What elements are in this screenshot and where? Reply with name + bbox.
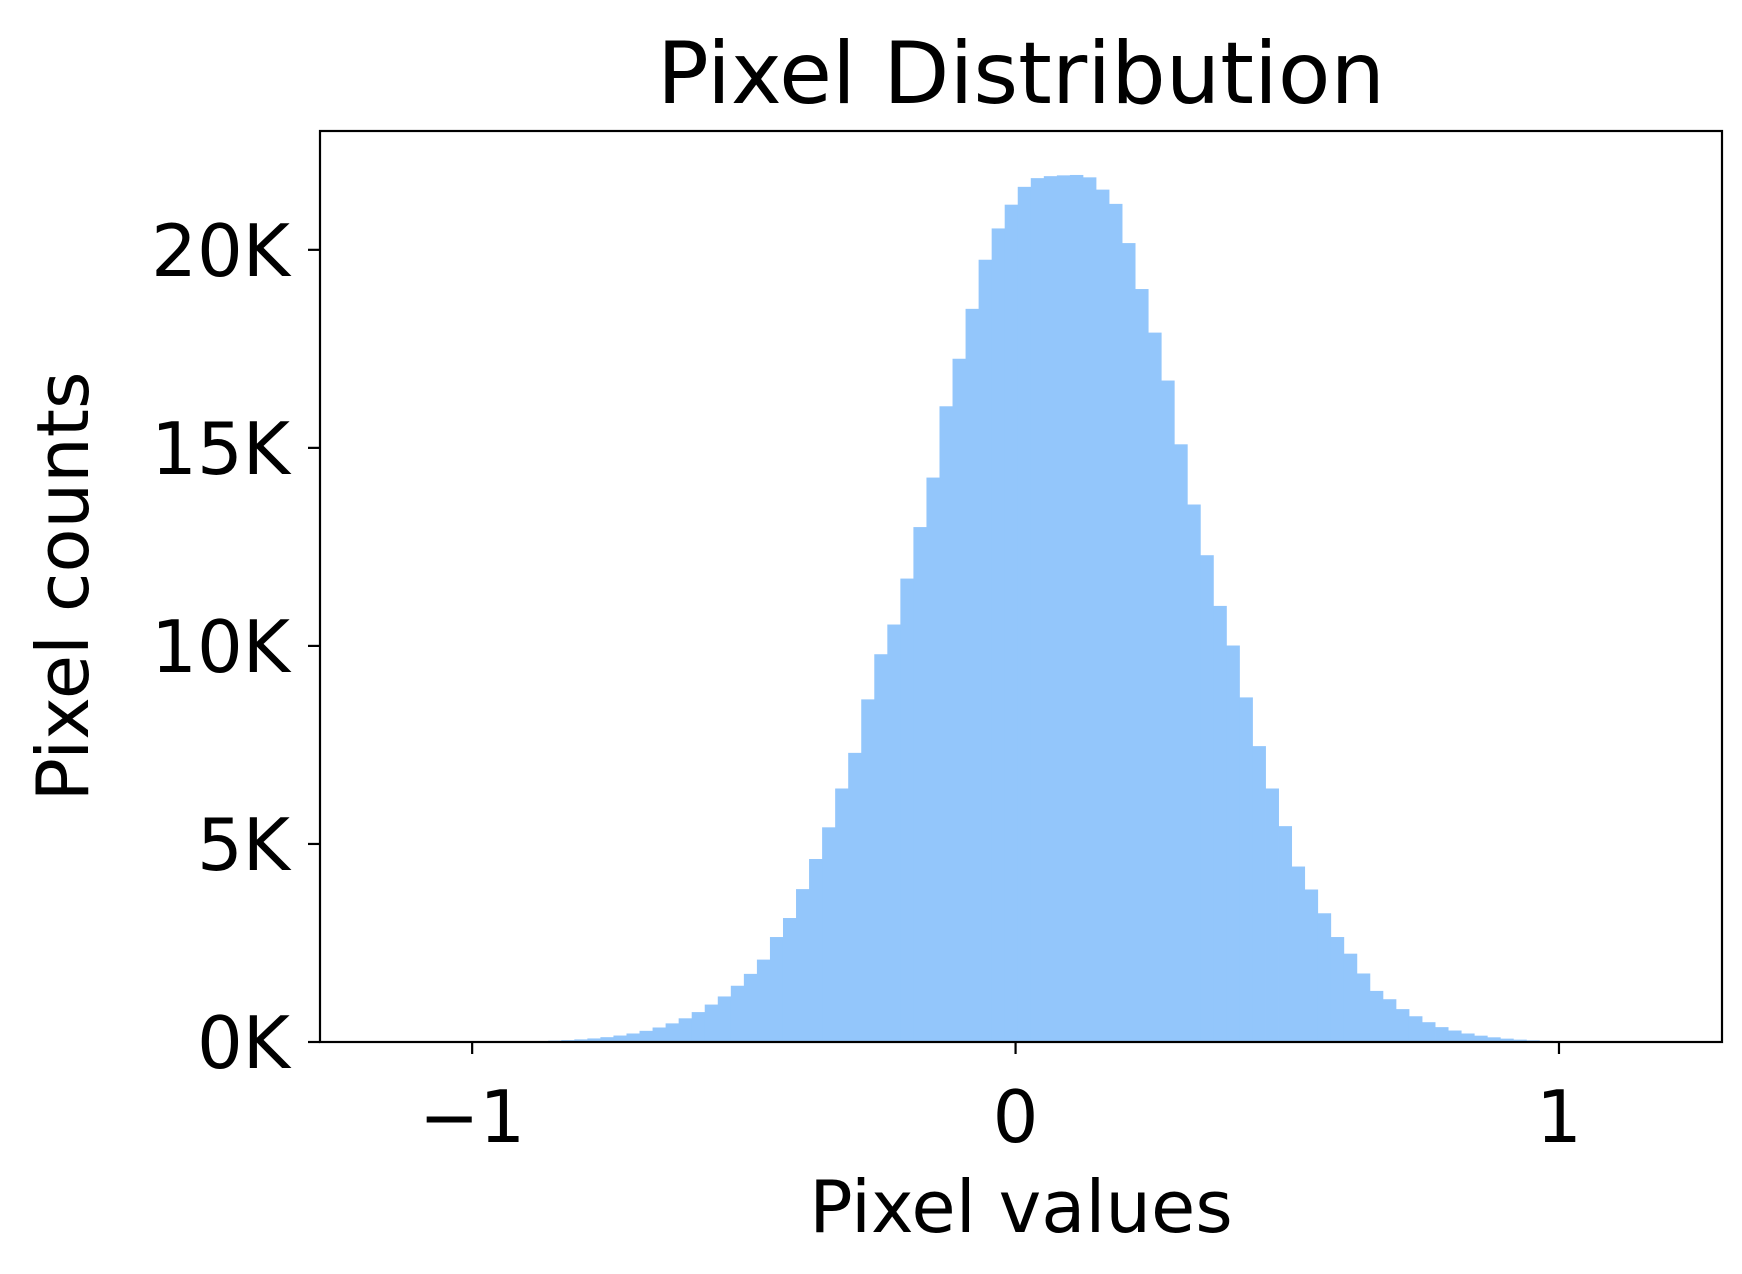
histogram-bar bbox=[1200, 555, 1214, 1042]
histogram-bar bbox=[1187, 504, 1201, 1042]
histogram-bar bbox=[639, 1030, 653, 1042]
histogram-bar bbox=[1252, 746, 1266, 1042]
histogram-bar bbox=[626, 1033, 640, 1042]
histogram-bar bbox=[769, 937, 784, 1042]
histogram-bar bbox=[1422, 1022, 1436, 1042]
histogram-bar bbox=[717, 996, 732, 1042]
histogram-bar bbox=[1004, 204, 1019, 1042]
histogram-bar bbox=[913, 527, 927, 1042]
histogram-bar bbox=[1343, 953, 1358, 1042]
histogram-bar bbox=[952, 358, 966, 1042]
plot-frame bbox=[318, 129, 1724, 1044]
histogram-bar bbox=[1082, 177, 1097, 1043]
histogram-bar bbox=[1500, 1038, 1514, 1042]
histogram-bar bbox=[1435, 1027, 1449, 1042]
histogram-bar bbox=[1291, 866, 1306, 1042]
y-axis-label: Pixel counts bbox=[21, 371, 105, 801]
histogram-bar bbox=[1317, 913, 1332, 1042]
y-axis-ticks: 0K 5K 10K 15K 20K bbox=[151, 209, 320, 1085]
histogram-bar bbox=[1043, 176, 1058, 1042]
histogram-bar bbox=[1395, 1009, 1410, 1042]
y-tick-label: 15K bbox=[151, 407, 292, 491]
histogram-bar bbox=[887, 624, 901, 1042]
histogram-bar bbox=[1304, 889, 1319, 1042]
histogram-bar bbox=[1265, 788, 1279, 1042]
histogram-bar bbox=[1448, 1030, 1462, 1042]
histogram-bar bbox=[1239, 697, 1253, 1042]
histogram-bar bbox=[861, 699, 875, 1042]
y-tick-label: 20K bbox=[151, 209, 292, 293]
histogram-bar bbox=[926, 477, 940, 1043]
histogram-bar bbox=[1356, 973, 1371, 1042]
histogram-bar bbox=[1278, 826, 1293, 1042]
y-tick-label: 0K bbox=[197, 1001, 292, 1085]
histogram-bar bbox=[848, 752, 862, 1042]
x-axis-ticks: −1 0 1 bbox=[419, 1042, 1582, 1159]
histogram-bar bbox=[900, 578, 914, 1042]
histogram-bar bbox=[652, 1027, 667, 1042]
histogram-bar bbox=[1069, 174, 1084, 1043]
histogram-bar bbox=[730, 985, 745, 1042]
histogram-bar bbox=[1474, 1035, 1488, 1042]
histogram-bar bbox=[1122, 243, 1136, 1043]
histogram-bar bbox=[574, 1039, 588, 1042]
histogram-bar bbox=[1161, 380, 1175, 1042]
histogram-bar bbox=[678, 1018, 693, 1042]
x-tick-label: −1 bbox=[419, 1075, 525, 1159]
histogram-bar bbox=[1408, 1016, 1423, 1042]
histogram-bar bbox=[1513, 1039, 1527, 1042]
histogram-bar bbox=[756, 959, 771, 1042]
histogram-bar bbox=[1109, 203, 1123, 1042]
histogram-bar bbox=[1226, 645, 1240, 1042]
histogram-bar bbox=[665, 1023, 680, 1042]
histogram-bar bbox=[1174, 444, 1188, 1042]
x-axis-label: Pixel values bbox=[809, 1165, 1233, 1249]
histogram-bar bbox=[691, 1012, 706, 1042]
histogram-bar bbox=[600, 1037, 614, 1042]
y-tick-label: 10K bbox=[151, 605, 292, 689]
histogram-bar bbox=[782, 918, 797, 1042]
histogram-bar bbox=[939, 406, 953, 1043]
histogram-bar bbox=[1461, 1033, 1475, 1042]
histogram-bar bbox=[1382, 999, 1397, 1042]
histogram-bar bbox=[1330, 937, 1345, 1042]
histogram-bar bbox=[613, 1035, 627, 1042]
histogram-bar bbox=[835, 788, 849, 1042]
histogram-bar bbox=[822, 827, 836, 1042]
histogram-bars bbox=[483, 174, 1592, 1043]
chart-title: Pixel Distribution bbox=[657, 24, 1385, 124]
histogram-bar bbox=[1213, 605, 1227, 1042]
histogram-bar bbox=[1369, 990, 1384, 1042]
histogram-bar bbox=[978, 259, 993, 1042]
histogram-bar bbox=[1487, 1037, 1501, 1042]
histogram-bar bbox=[1148, 332, 1162, 1042]
histogram-bar bbox=[809, 859, 823, 1042]
histogram-bar bbox=[1017, 186, 1032, 1042]
histogram-bar bbox=[743, 973, 758, 1042]
y-tick-label: 5K bbox=[197, 803, 292, 887]
x-tick-label: 1 bbox=[1536, 1075, 1582, 1159]
histogram-bar bbox=[874, 654, 888, 1042]
histogram-bar bbox=[587, 1038, 601, 1042]
histogram-bar bbox=[796, 889, 810, 1042]
histogram-bar bbox=[704, 1004, 719, 1042]
histogram-bar bbox=[991, 228, 1006, 1043]
histogram-bar bbox=[1030, 178, 1045, 1043]
histogram-bar bbox=[1095, 189, 1110, 1043]
histogram-bar bbox=[1056, 175, 1071, 1042]
histogram-bar bbox=[965, 308, 980, 1043]
histogram-bar bbox=[1135, 289, 1149, 1042]
x-tick-label: 0 bbox=[993, 1075, 1039, 1159]
